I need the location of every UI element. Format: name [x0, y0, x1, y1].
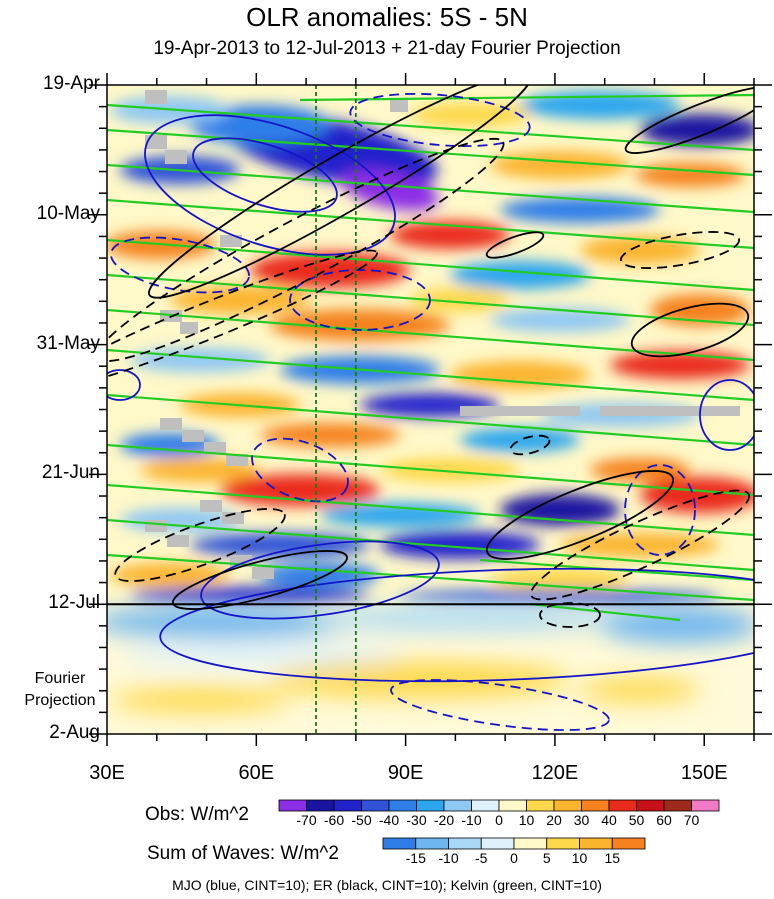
- colorbar-tick-label: 15: [604, 850, 621, 866]
- colorbar-tick-label: 10: [518, 812, 535, 828]
- colorbar-swatch: [416, 799, 445, 812]
- colorbar-tick-label: 20: [546, 812, 562, 828]
- obs-colorbar: [278, 799, 720, 812]
- missing-data: [145, 90, 740, 579]
- colorbar-swatch: [663, 799, 692, 812]
- colorbar-tick-label: -40: [378, 812, 400, 828]
- x-tick-label: 120E: [531, 762, 579, 784]
- colorbar-tick-label: -60: [323, 812, 345, 828]
- fourier-label-line: Fourier: [34, 670, 86, 687]
- y-tick-label: 10-May: [36, 202, 100, 224]
- waves-colorbar: [382, 837, 646, 850]
- colorbar-swatch: [448, 837, 482, 850]
- colorbar-tick-label: -50: [351, 812, 372, 828]
- projection-field: [107, 606, 754, 712]
- y-tick-label: 2-Aug: [49, 722, 100, 743]
- x-tick-label: 90E: [387, 762, 424, 784]
- colorbar-tick-label: 50: [628, 812, 645, 828]
- y-tick-label: 12-Jul: [48, 592, 100, 614]
- waves-colorbar-title: Sum of Waves: W/m^2: [147, 843, 339, 864]
- colorbar-swatch: [691, 799, 720, 812]
- colorbar-swatch: [546, 837, 580, 850]
- colorbar-swatch: [579, 837, 613, 850]
- colorbar-swatch: [415, 837, 449, 850]
- colorbar-tick-label: -10: [461, 812, 482, 828]
- mjo-contours: [107, 92, 754, 731]
- colorbar-tick-label: 40: [601, 812, 617, 828]
- colorbar-tick-label: 70: [683, 812, 700, 828]
- colorbar-tick-label: 0: [495, 812, 503, 828]
- colorbar-tick-label: 60: [656, 812, 672, 828]
- colorbar-swatch: [333, 799, 362, 812]
- colorbar-tick-label: 10: [571, 850, 588, 866]
- colorbar-tick-label: -5: [475, 850, 488, 866]
- colorbar-tick-label: 30: [573, 812, 590, 828]
- colorbar-swatch: [278, 799, 307, 812]
- colorbar-tick-label: 5: [542, 850, 551, 866]
- colorbar-swatch: [471, 799, 500, 812]
- colorbar-tick-label: -20: [433, 812, 455, 828]
- fourier-label-line: Projection: [24, 692, 96, 709]
- reference-longitudes: [315, 85, 357, 734]
- chart-subtitle: 19-Apr-2013 to 12-Jul-2013 + 21-day Four…: [153, 38, 621, 59]
- contour-legend: MJO (blue, CINT=10); ER (black, CINT=10)…: [172, 877, 602, 893]
- colorbar-swatch: [382, 837, 417, 850]
- y-tick-label: 19-Apr: [42, 73, 100, 94]
- chart-title: OLR anomalies: 5S - 5N: [246, 2, 528, 32]
- colorbar-tick-label: 0: [510, 850, 518, 866]
- colorbar-tick-label: -15: [405, 850, 426, 866]
- x-tick-label: 60E: [238, 762, 275, 784]
- colorbar-swatch: [636, 799, 665, 812]
- y-tick-label: 21-Jun: [41, 462, 100, 484]
- colorbar-swatch: [581, 799, 610, 812]
- colorbar-swatch: [480, 837, 515, 850]
- colorbar-swatch: [553, 799, 582, 812]
- fourier-projection-label: Fourier Projection: [16, 668, 104, 712]
- colorbar-swatch: [513, 837, 548, 850]
- colorbar-tick-label: -30: [406, 812, 427, 828]
- x-tick-label: 150E: [680, 762, 728, 784]
- colorbar-swatch: [306, 799, 335, 812]
- colorbar-swatch: [608, 799, 637, 812]
- colorbar-swatch: [526, 799, 555, 812]
- colorbar-swatch: [443, 799, 472, 812]
- x-tick-label: 30E: [89, 762, 125, 784]
- colorbar-swatch: [388, 799, 417, 812]
- colorbar-tick-label: -70: [296, 812, 317, 828]
- colorbar-swatch: [361, 799, 390, 812]
- x-axis-ticks: [106, 73, 755, 746]
- plot-area: [107, 85, 754, 734]
- y-axis-ticks: [89, 84, 772, 735]
- colorbar-tick-label: -10: [438, 850, 459, 866]
- obs-colorbar-title: Obs: W/m^2: [145, 804, 249, 825]
- colorbar-swatch: [498, 799, 527, 812]
- y-tick-label: 31-May: [36, 332, 100, 354]
- colorbar-swatch: [611, 837, 646, 850]
